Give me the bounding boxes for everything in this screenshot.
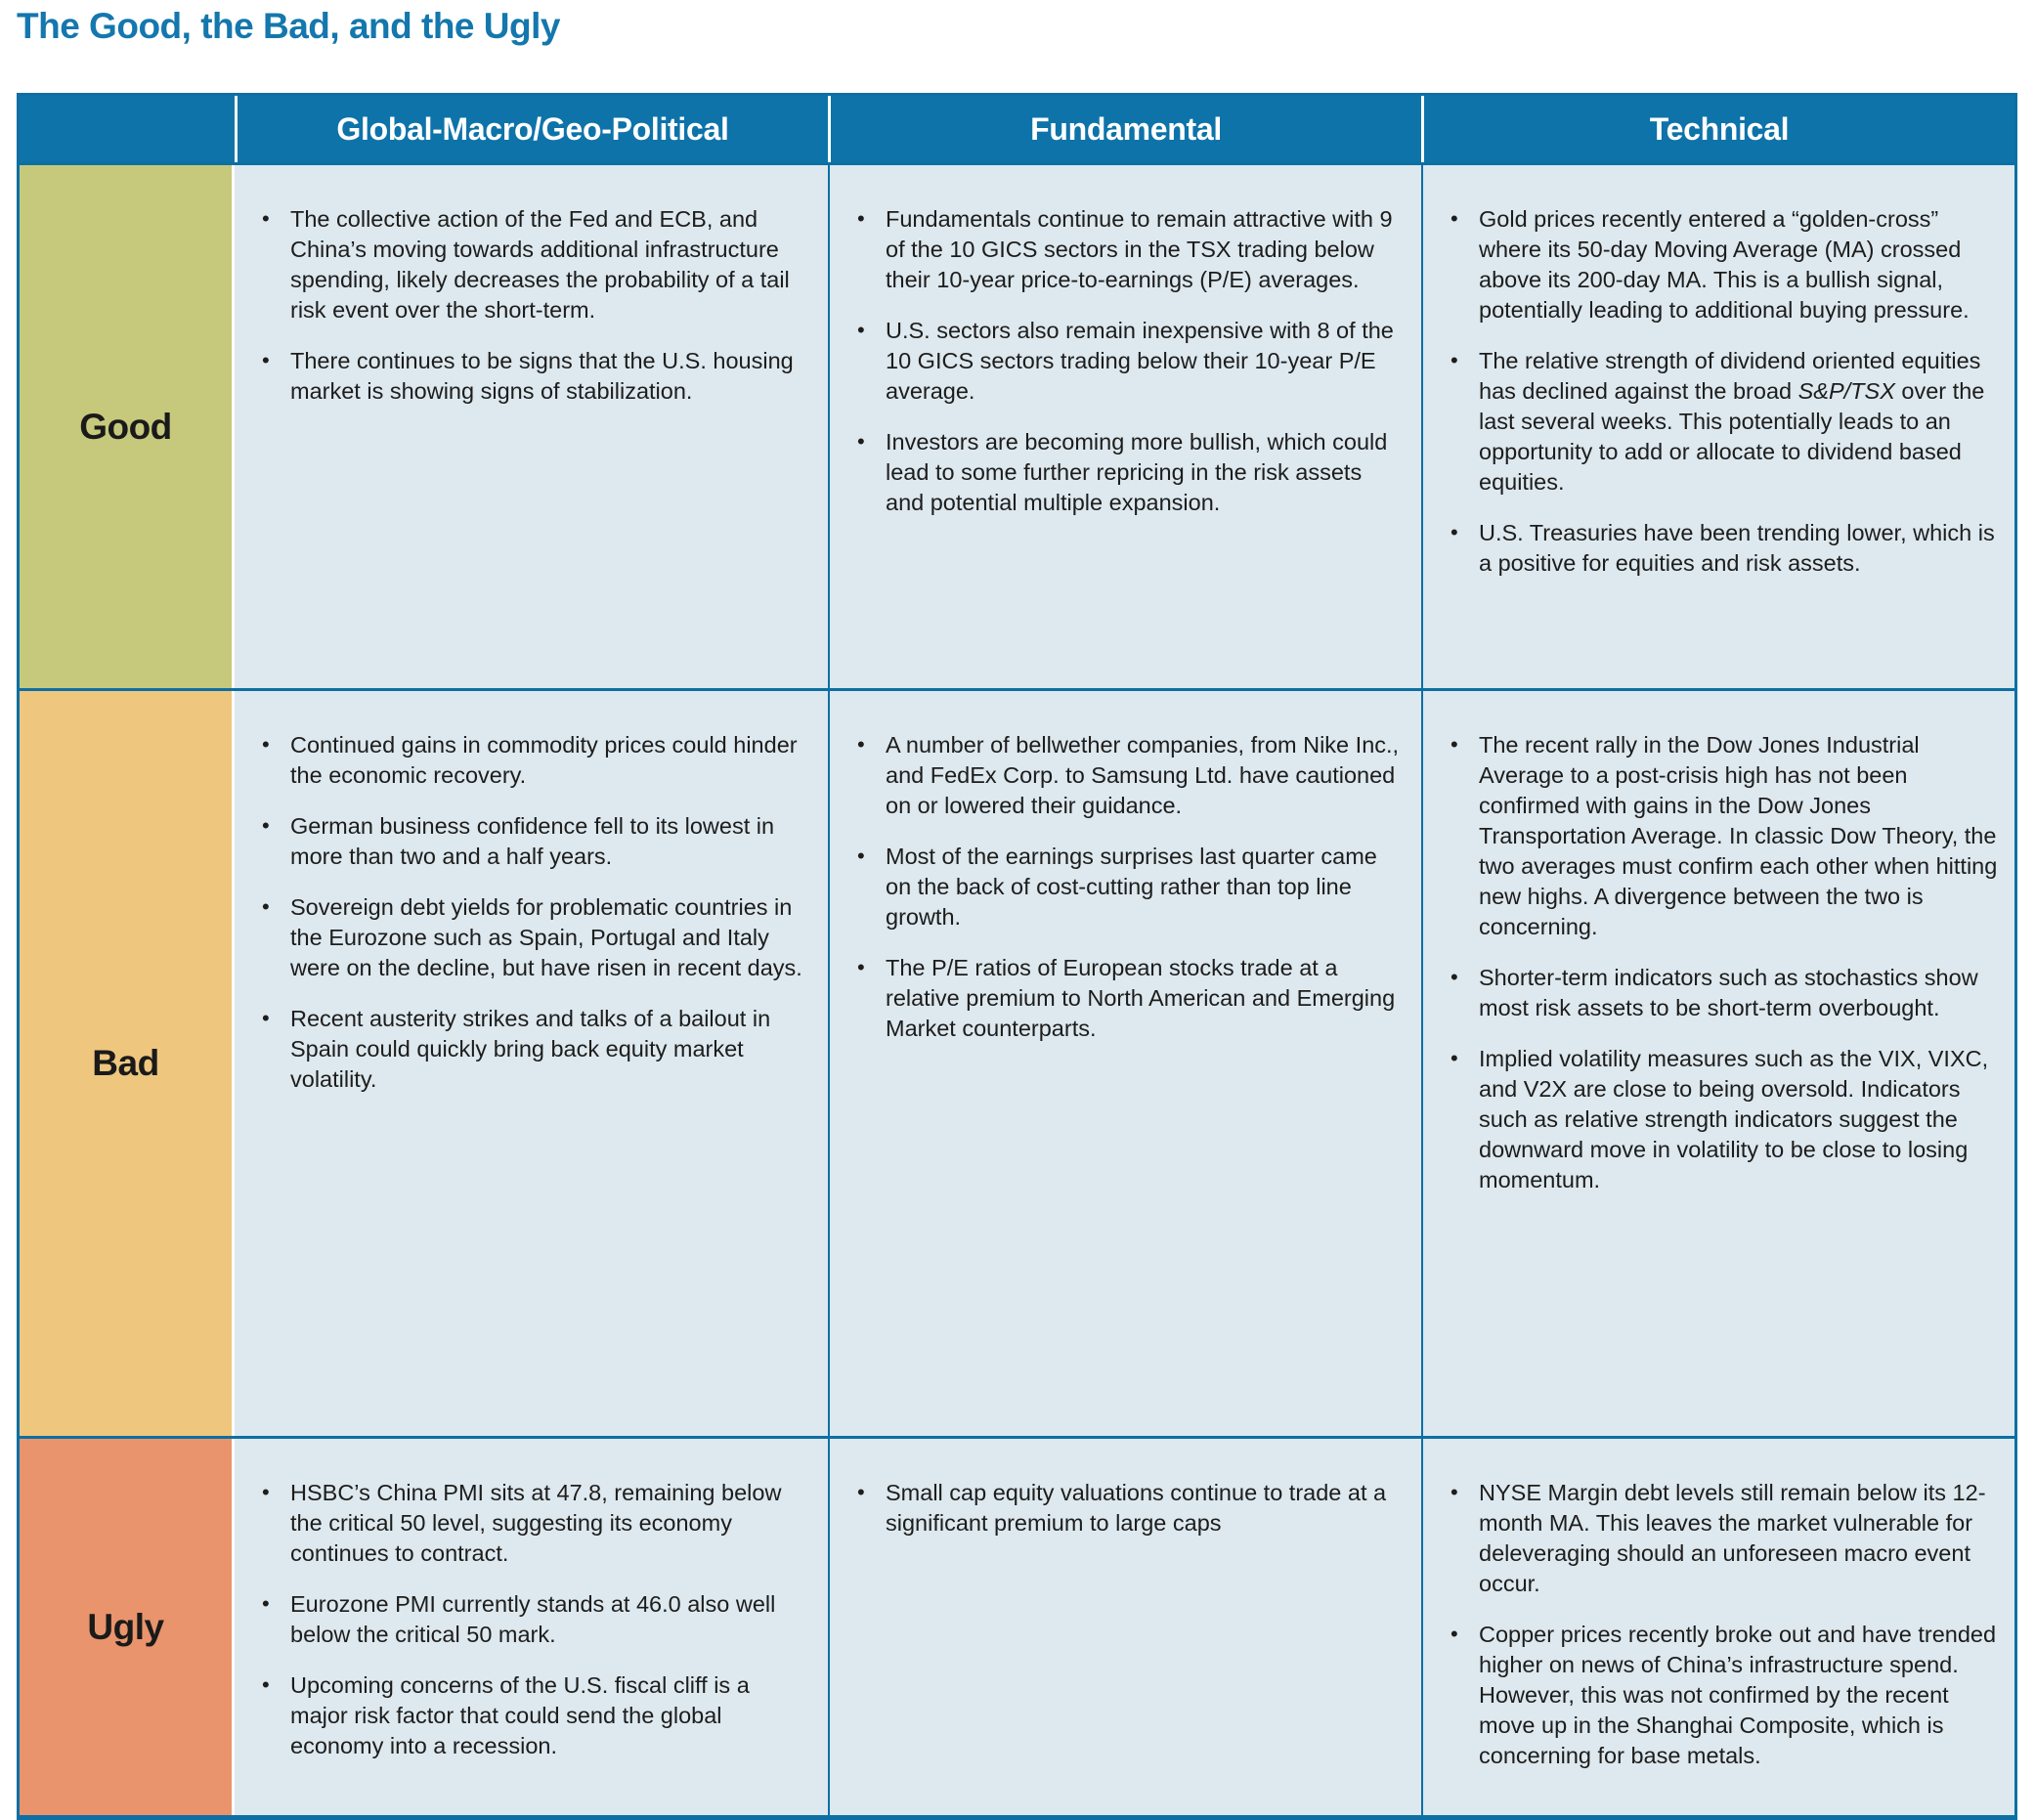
bullet-item: Implied volatility measures such as the …: [1423, 1043, 1999, 1195]
bullet-item: NYSE Margin debt levels still remain bel…: [1423, 1477, 1999, 1599]
bullet-item: The collective action of the Fed and ECB…: [235, 203, 812, 325]
bullet-item: HSBC’s China PMI sits at 47.8, remaining…: [235, 1477, 812, 1569]
bullet-item: The P/E ratios of European stocks trade …: [830, 952, 1406, 1044]
row-label-text: Ugly: [87, 1606, 164, 1647]
cell-global-macro: Continued gains in commodity prices coul…: [235, 691, 828, 1436]
bullet-item: Small cap equity valuations continue to …: [830, 1477, 1406, 1538]
table-row: Bad Continued gains in commodity prices …: [20, 688, 2014, 1436]
header-global-macro: Global-Macro/Geo-Political: [235, 96, 828, 162]
bullet-item: Recent austerity strikes and talks of a …: [235, 1003, 812, 1095]
bullet-list: Continued gains in commodity prices coul…: [235, 729, 812, 1095]
cell-global-macro: HSBC’s China PMI sits at 47.8, remaining…: [235, 1439, 828, 1815]
header-corner-cell: [20, 96, 235, 162]
table-row: Ugly HSBC’s China PMI sits at 47.8, rema…: [20, 1436, 2014, 1815]
bullet-item: Gold prices recently entered a “golden-c…: [1423, 203, 1999, 325]
cell-fundamental: Small cap equity valuations continue to …: [828, 1439, 1421, 1815]
bullet-list: Fundamentals continue to remain attracti…: [830, 203, 1406, 518]
bullet-item: Investors are becoming more bullish, whi…: [830, 426, 1406, 518]
bullet-list: HSBC’s China PMI sits at 47.8, remaining…: [235, 1477, 812, 1761]
table-body: Good The collective action of the Fed an…: [20, 162, 2014, 1815]
cell-technical: Gold prices recently entered a “golden-c…: [1421, 165, 2014, 688]
bullet-item: The relative strength of dividend orient…: [1423, 345, 1999, 498]
cell-technical: NYSE Margin debt levels still remain bel…: [1421, 1439, 2014, 1815]
page-title: The Good, the Bad, and the Ugly: [17, 6, 560, 46]
header-fundamental: Fundamental: [828, 96, 1421, 162]
bullet-item: Sovereign debt yields for problematic co…: [235, 891, 812, 983]
bullet-item: The recent rally in the Dow Jones Indust…: [1423, 729, 1999, 942]
table-header-row: Global-Macro/Geo-Political Fundamental T…: [20, 96, 2014, 162]
bullet-list: NYSE Margin debt levels still remain bel…: [1423, 1477, 1999, 1771]
bullet-list: The recent rally in the Dow Jones Indust…: [1423, 729, 1999, 1195]
bullet-item: U.S. Treasuries have been trending lower…: [1423, 517, 1999, 579]
good-bad-ugly-table: Global-Macro/Geo-Political Fundamental T…: [17, 93, 2017, 1820]
bullet-item: German business confidence fell to its l…: [235, 810, 812, 872]
bullet-list: Small cap equity valuations continue to …: [830, 1477, 1406, 1538]
bullet-item: Continued gains in commodity prices coul…: [235, 729, 812, 791]
bullet-list: The collective action of the Fed and ECB…: [235, 203, 812, 407]
row-label-cell: Good: [20, 165, 235, 688]
bullet-item: Most of the earnings surprises last quar…: [830, 841, 1406, 932]
bullet-item: Eurozone PMI currently stands at 46.0 al…: [235, 1588, 812, 1650]
cell-fundamental: Fundamentals continue to remain attracti…: [828, 165, 1421, 688]
row-label-text: Bad: [92, 1043, 159, 1083]
row-label-cell: Bad: [20, 691, 235, 1436]
row-label-cell: Ugly: [20, 1439, 235, 1815]
cell-fundamental: A number of bellwether companies, from N…: [828, 691, 1421, 1436]
bullet-list: A number of bellwether companies, from N…: [830, 729, 1406, 1044]
bullet-item: Fundamentals continue to remain attracti…: [830, 203, 1406, 295]
cell-global-macro: The collective action of the Fed and ECB…: [235, 165, 828, 688]
cell-technical: The recent rally in the Dow Jones Indust…: [1421, 691, 2014, 1436]
bullet-item: A number of bellwether companies, from N…: [830, 729, 1406, 821]
bullet-item: There continues to be signs that the U.S…: [235, 345, 812, 407]
table-row: Good The collective action of the Fed an…: [20, 162, 2014, 688]
bullet-item: Shorter-term indicators such as stochast…: [1423, 962, 1999, 1023]
bullet-item: Copper prices recently broke out and hav…: [1423, 1619, 1999, 1771]
header-technical: Technical: [1421, 96, 2014, 162]
bullet-item: U.S. sectors also remain inexpensive wit…: [830, 315, 1406, 407]
bullet-list: Gold prices recently entered a “golden-c…: [1423, 203, 1999, 579]
bullet-item: Upcoming concerns of the U.S. fiscal cli…: [235, 1669, 812, 1761]
row-label-text: Good: [79, 406, 172, 447]
